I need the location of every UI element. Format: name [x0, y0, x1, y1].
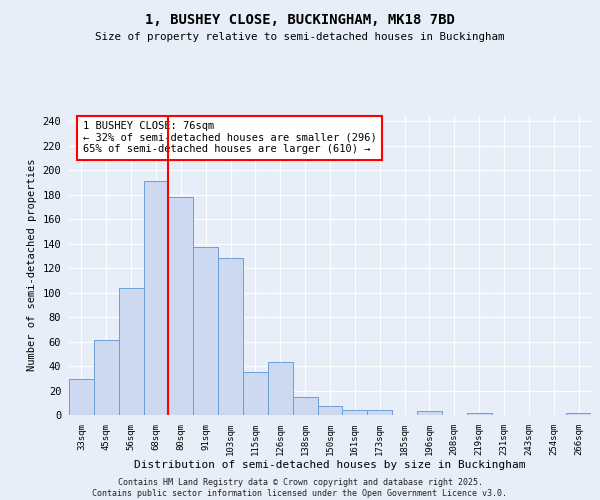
Bar	[343, 410, 367, 415]
Bar	[317, 406, 343, 415]
Text: Contains HM Land Registry data © Crown copyright and database right 2025.
Contai: Contains HM Land Registry data © Crown c…	[92, 478, 508, 498]
Bar	[467, 412, 491, 415]
Bar	[169, 197, 193, 415]
Bar	[69, 380, 94, 415]
Bar	[119, 288, 143, 415]
Bar	[268, 362, 293, 415]
X-axis label: Distribution of semi-detached houses by size in Buckingham: Distribution of semi-detached houses by …	[134, 460, 526, 470]
Bar	[94, 340, 119, 415]
Y-axis label: Number of semi-detached properties: Number of semi-detached properties	[27, 159, 37, 371]
Text: 1 BUSHEY CLOSE: 76sqm
← 32% of semi-detached houses are smaller (296)
65% of sem: 1 BUSHEY CLOSE: 76sqm ← 32% of semi-deta…	[83, 121, 376, 154]
Bar	[243, 372, 268, 415]
Bar	[417, 412, 442, 415]
Text: 1, BUSHEY CLOSE, BUCKINGHAM, MK18 7BD: 1, BUSHEY CLOSE, BUCKINGHAM, MK18 7BD	[145, 12, 455, 26]
Bar	[193, 247, 218, 415]
Text: Size of property relative to semi-detached houses in Buckingham: Size of property relative to semi-detach…	[95, 32, 505, 42]
Bar	[218, 258, 243, 415]
Bar	[367, 410, 392, 415]
Bar	[143, 181, 169, 415]
Bar	[566, 412, 591, 415]
Bar	[293, 396, 317, 415]
